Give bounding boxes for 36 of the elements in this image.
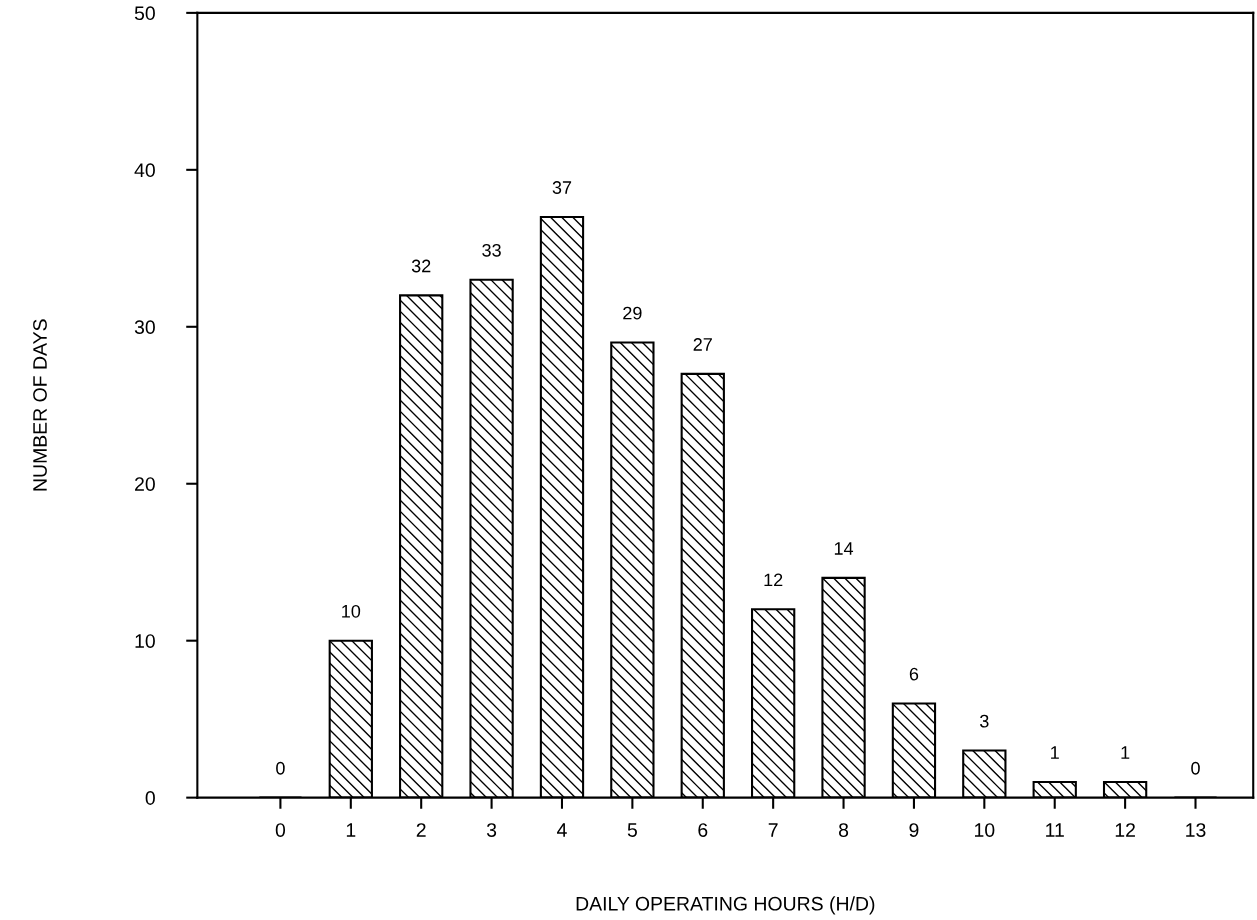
- x-tick-label: 0: [275, 823, 286, 837]
- x-axis-title: DAILY OPERATING HOURS (H/D): [576, 896, 875, 915]
- data-label: 0: [1191, 761, 1200, 775]
- x-tick-label: 7: [768, 823, 778, 837]
- x-tick-label: 11: [1046, 823, 1064, 837]
- x-tick-label: 4: [557, 823, 567, 837]
- x-tick-label: 1: [346, 823, 356, 837]
- data-label: 10: [342, 604, 361, 618]
- y-tick-label: 10: [135, 634, 155, 648]
- data-label: 6: [909, 667, 919, 681]
- data-label: 33: [482, 243, 501, 257]
- data-label: 32: [411, 259, 431, 273]
- data-label: 14: [834, 542, 854, 555]
- data-label: 1: [1121, 746, 1130, 759]
- x-tick-label: 10: [975, 823, 995, 837]
- x-tick-label: 2: [416, 823, 426, 837]
- x-tick-label: 3: [486, 823, 497, 837]
- x-tick-label: 8: [838, 823, 849, 837]
- y-tick-label: 50: [134, 6, 155, 21]
- data-label: 29: [623, 306, 642, 320]
- data-label: 0: [276, 761, 285, 775]
- data-label: 1: [1051, 746, 1059, 759]
- y-tick-label: 0: [145, 791, 155, 805]
- x-tick-label: 13: [1186, 823, 1206, 837]
- data-label: 3: [980, 714, 989, 728]
- data-label: 27: [693, 338, 712, 351]
- y-tick-label: 30: [134, 320, 155, 335]
- y-tick-label: 20: [135, 477, 155, 491]
- data-label: 37: [552, 181, 572, 194]
- x-tick-label: 12: [1115, 823, 1135, 837]
- x-tick-label: 9: [909, 823, 919, 837]
- y-axis-title: NUMBER OF DAYS: [33, 319, 47, 491]
- x-tick-label: 6: [698, 823, 708, 837]
- x-tick-label: 5: [627, 823, 637, 837]
- y-tick-label: 40: [134, 163, 155, 178]
- data-label: 12: [764, 573, 783, 587]
